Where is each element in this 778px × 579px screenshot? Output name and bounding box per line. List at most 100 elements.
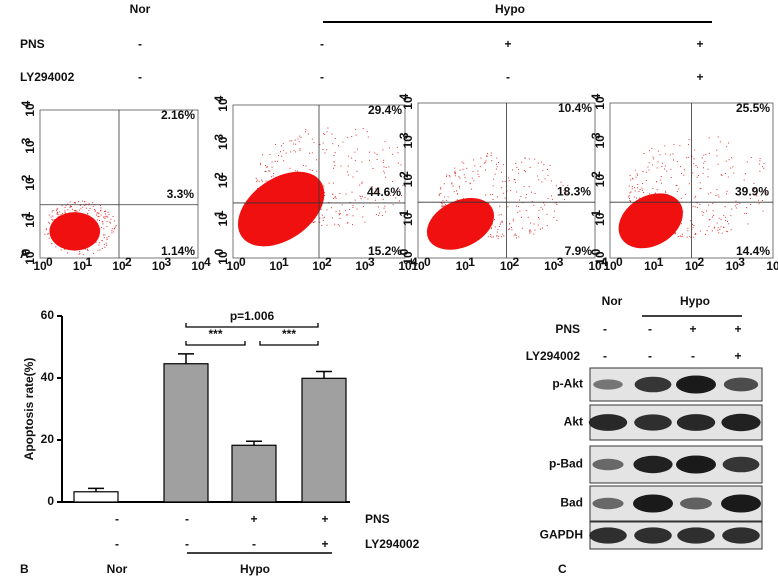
event-dot (695, 233, 697, 235)
event-dot (660, 182, 662, 184)
protein-label: Akt (564, 415, 583, 429)
event-dot (747, 223, 749, 225)
event-dot (526, 194, 528, 196)
event-dot (708, 225, 710, 227)
event-dot (744, 173, 746, 175)
event-dot (560, 181, 562, 183)
event-dot (258, 180, 260, 182)
event-dot (735, 194, 737, 196)
event-dot (333, 198, 335, 200)
event-dot (537, 162, 539, 164)
event-dot (727, 231, 729, 233)
treatment-sign: + (689, 322, 696, 336)
event-dot (56, 209, 58, 211)
event-dot (730, 157, 732, 159)
event-dot (746, 207, 748, 209)
event-dot (715, 194, 717, 196)
event-dot (319, 217, 321, 219)
axis-base: 10 (544, 259, 558, 273)
event-dot (677, 161, 679, 163)
event-dot (333, 161, 335, 163)
event-dot (515, 234, 517, 236)
event-dot (728, 142, 730, 144)
axis-base: 10 (355, 259, 369, 273)
event-dot (296, 170, 298, 172)
event-dot (693, 163, 695, 165)
event-dot (658, 150, 660, 152)
event-dot (693, 158, 695, 160)
event-dot (537, 175, 539, 177)
event-dot (327, 127, 329, 129)
event-dot (527, 216, 529, 218)
event-dot (382, 199, 384, 201)
event-dot (265, 170, 267, 172)
event-dot (101, 227, 103, 229)
event-dot (546, 225, 548, 227)
event-dot (368, 159, 370, 161)
event-dot (730, 167, 732, 169)
panel-label: A (20, 247, 29, 261)
axis-base: 10 (216, 136, 230, 150)
event-dot (643, 153, 645, 155)
event-dot (442, 200, 444, 202)
event-dot (508, 228, 510, 230)
event-dot (492, 223, 494, 225)
event-dot (347, 222, 349, 224)
event-dot (332, 193, 334, 195)
event-dot (260, 162, 262, 164)
event-dot (516, 237, 518, 239)
event-dot (560, 191, 562, 193)
event-dot (266, 166, 268, 168)
event-dot (664, 165, 666, 167)
event-dot (534, 229, 536, 231)
event-dot (498, 214, 500, 216)
event-dot (388, 166, 390, 168)
event-dot (328, 201, 330, 203)
event-dot (744, 212, 746, 214)
event-dot (645, 171, 647, 173)
apoptosis-percent: 3.3% (167, 187, 195, 201)
event-cluster (237, 171, 325, 247)
event-dot (298, 141, 300, 143)
event-dot (332, 217, 334, 219)
event-dot (361, 182, 363, 184)
event-dot (635, 176, 637, 178)
axis-exponent: 2 (589, 171, 603, 178)
event-dot (378, 190, 380, 192)
event-dot (540, 161, 542, 163)
event-dot (518, 199, 520, 201)
event-dot (694, 197, 696, 199)
event-dot (695, 165, 697, 167)
event-dot (670, 176, 672, 178)
event-dot (256, 181, 258, 183)
axis-base: 10 (401, 212, 415, 226)
treatment-sign: - (648, 349, 652, 363)
event-dot (96, 219, 98, 221)
event-dot (703, 154, 705, 156)
group-label: Hypo (240, 562, 270, 576)
event-dot (82, 206, 84, 208)
event-dot (67, 209, 69, 211)
event-dot (367, 198, 369, 200)
event-dot (708, 152, 710, 154)
axis-base: 10 (401, 174, 415, 188)
event-dot (99, 249, 101, 251)
event-dot (382, 214, 384, 216)
treatment-sign: + (250, 512, 257, 526)
event-dot (690, 236, 692, 238)
event-dot (456, 190, 458, 192)
event-dot (716, 222, 718, 224)
axis-exponent: 0 (19, 248, 33, 255)
event-dot (523, 169, 525, 171)
axis-exponent: 1 (212, 210, 226, 217)
event-dot (491, 227, 493, 229)
event-dot (549, 164, 551, 166)
event-dot (319, 143, 321, 145)
event-dot (734, 205, 736, 207)
event-dot (78, 253, 80, 255)
event-dot (293, 143, 295, 145)
event-dot (392, 180, 394, 182)
event-dot (636, 187, 638, 189)
event-dot (753, 182, 755, 184)
event-dot (695, 195, 697, 197)
